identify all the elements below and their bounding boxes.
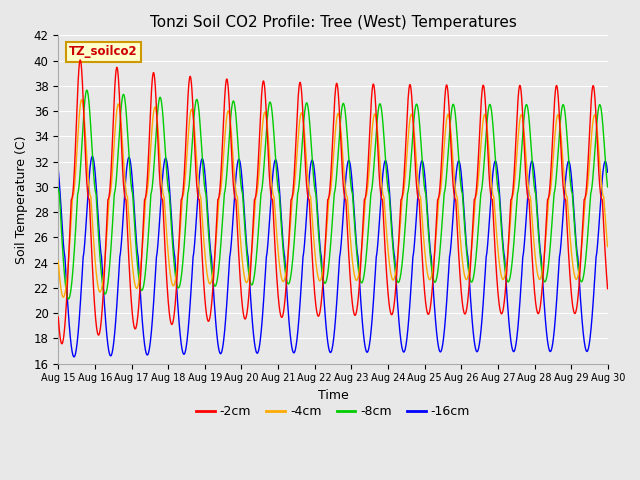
-16cm [349, 193, 357, 199]
Y-axis label: Soil Temperature (C): Soil Temperature (C) [15, 135, 28, 264]
-8cm [493, 177, 500, 182]
-2cm [54, 314, 62, 320]
-8cm [83, 87, 91, 93]
-2cm [571, 311, 579, 316]
-16cm [556, 253, 563, 259]
-8cm [54, 185, 62, 191]
Line: -2cm: -2cm [58, 60, 607, 344]
-8cm [208, 270, 216, 276]
-4cm [604, 244, 611, 250]
-2cm [361, 195, 369, 201]
-16cm [493, 163, 500, 169]
Text: TZ_soilco2: TZ_soilco2 [69, 45, 138, 58]
-4cm [493, 235, 500, 240]
-8cm [65, 296, 72, 302]
-8cm [604, 184, 611, 190]
-4cm [54, 259, 62, 264]
-16cm [54, 167, 62, 172]
-8cm [571, 227, 579, 232]
-2cm [349, 307, 357, 312]
-16cm [70, 354, 78, 360]
Line: -8cm: -8cm [58, 90, 607, 299]
-2cm [604, 286, 611, 291]
-16cm [361, 344, 369, 349]
-2cm [58, 341, 66, 347]
Line: -4cm: -4cm [58, 99, 607, 297]
Title: Tonzi Soil CO2 Profile: Tree (West) Temperatures: Tonzi Soil CO2 Profile: Tree (West) Temp… [150, 15, 516, 30]
-8cm [361, 264, 369, 270]
Line: -16cm: -16cm [58, 156, 607, 357]
-16cm [208, 263, 216, 268]
-4cm [78, 96, 86, 102]
-4cm [571, 274, 579, 279]
Legend: -2cm, -4cm, -8cm, -16cm: -2cm, -4cm, -8cm, -16cm [191, 400, 475, 423]
-16cm [571, 220, 579, 226]
-4cm [60, 294, 67, 300]
-2cm [208, 298, 216, 303]
-4cm [556, 117, 563, 123]
-8cm [349, 201, 357, 206]
-4cm [208, 276, 216, 282]
-4cm [361, 202, 369, 208]
-4cm [349, 264, 357, 270]
-2cm [556, 115, 563, 121]
-16cm [604, 169, 611, 175]
-16cm [88, 154, 96, 159]
-2cm [493, 276, 500, 282]
-8cm [556, 130, 563, 135]
-2cm [76, 57, 84, 63]
X-axis label: Time: Time [317, 389, 348, 402]
